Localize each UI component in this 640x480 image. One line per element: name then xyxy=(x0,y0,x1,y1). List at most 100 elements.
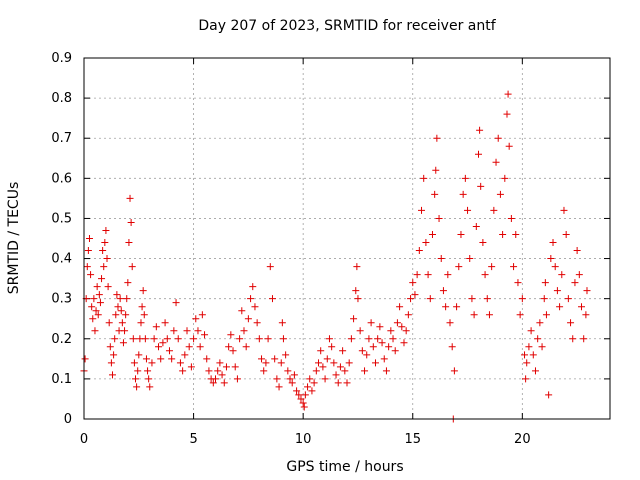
plot-frame xyxy=(83,57,611,420)
data-point xyxy=(531,367,539,375)
data-point xyxy=(560,206,568,214)
data-point xyxy=(503,110,511,118)
data-point xyxy=(461,174,469,182)
data-point xyxy=(468,295,476,303)
y-tick-label: 0.8 xyxy=(51,91,72,106)
data-point xyxy=(157,355,165,363)
data-point xyxy=(101,239,109,247)
data-point xyxy=(212,375,219,383)
data-point xyxy=(102,226,110,234)
data-point xyxy=(352,287,360,295)
data-point xyxy=(233,375,241,383)
x-axis-label: GPS time / hours xyxy=(286,459,403,475)
data-point xyxy=(170,327,178,335)
data-point xyxy=(116,295,124,303)
data-point xyxy=(525,343,533,351)
data-point xyxy=(540,295,548,303)
data-point xyxy=(453,303,461,311)
data-point xyxy=(181,351,189,359)
data-point xyxy=(541,279,549,287)
data-point xyxy=(583,287,591,295)
data-point xyxy=(339,347,347,355)
data-point xyxy=(433,134,441,142)
data-point xyxy=(286,375,294,383)
data-point xyxy=(284,367,292,375)
data-point xyxy=(90,295,98,303)
data-point xyxy=(398,323,406,331)
data-point xyxy=(317,347,325,355)
data-point xyxy=(476,126,484,134)
data-point xyxy=(275,383,283,391)
data-point xyxy=(118,319,126,327)
data-point xyxy=(122,311,130,319)
y-tick-label: 0.3 xyxy=(51,292,72,307)
data-point xyxy=(253,319,261,327)
data-point xyxy=(312,367,320,375)
data-point xyxy=(521,351,529,359)
x-tick-label: 5 xyxy=(189,432,197,447)
data-point xyxy=(466,255,474,263)
data-point xyxy=(374,335,382,343)
data-point xyxy=(505,142,513,150)
data-point xyxy=(260,367,268,375)
y-tick-label: 0.2 xyxy=(51,332,72,347)
y-tick-label: 0.6 xyxy=(51,171,72,186)
data-point xyxy=(549,239,557,247)
data-point xyxy=(492,158,500,166)
data-point xyxy=(190,335,198,343)
data-point xyxy=(347,335,355,343)
data-point xyxy=(139,287,147,295)
data-point xyxy=(363,351,371,359)
data-point xyxy=(279,335,287,343)
data-point xyxy=(444,271,452,279)
data-point xyxy=(542,311,550,319)
data-point xyxy=(146,383,154,391)
data-point xyxy=(404,311,412,319)
data-point xyxy=(168,355,176,363)
data-point xyxy=(231,363,239,371)
data-point xyxy=(413,271,421,279)
y-tick-label: 0.5 xyxy=(51,211,72,226)
data-point xyxy=(295,391,303,399)
data-point xyxy=(336,363,344,371)
data-point xyxy=(121,327,129,335)
data-point xyxy=(142,355,150,363)
data-point xyxy=(95,291,103,299)
y-tick-label: 0.7 xyxy=(51,131,72,146)
data-point xyxy=(201,331,209,339)
data-point xyxy=(155,343,163,351)
chart-title: Day 207 of 2023, SRMTID for receiver ant… xyxy=(198,18,496,34)
data-point xyxy=(81,355,89,363)
data-point xyxy=(424,271,432,279)
data-point xyxy=(216,359,224,367)
data-point xyxy=(93,283,101,291)
data-point xyxy=(496,190,504,198)
data-point xyxy=(369,343,377,351)
data-point xyxy=(100,263,108,271)
data-point xyxy=(255,335,263,343)
data-point xyxy=(183,327,191,335)
data-point xyxy=(125,239,133,247)
data-point xyxy=(87,271,95,279)
data-point xyxy=(179,367,187,375)
data-point xyxy=(547,255,555,263)
data-point xyxy=(334,379,342,387)
data-point xyxy=(341,367,349,375)
data-point xyxy=(371,359,379,367)
data-point xyxy=(356,327,364,335)
data-point xyxy=(345,359,353,367)
data-point xyxy=(435,214,443,222)
data-point xyxy=(328,343,336,351)
data-point xyxy=(488,263,496,271)
data-point xyxy=(365,335,373,343)
data-point xyxy=(123,295,131,303)
data-point xyxy=(141,335,149,343)
data-point xyxy=(88,303,96,311)
data-point xyxy=(214,367,222,375)
data-point xyxy=(84,247,92,255)
data-point xyxy=(558,271,566,279)
data-point xyxy=(407,295,415,303)
data-point xyxy=(479,239,487,247)
data-point xyxy=(418,206,426,214)
data-point xyxy=(529,351,537,359)
